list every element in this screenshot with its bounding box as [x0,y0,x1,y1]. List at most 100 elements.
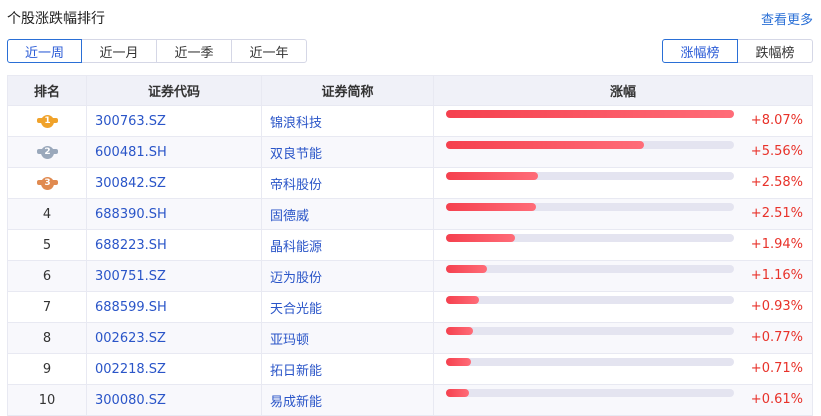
change-bar-fill [446,140,645,149]
rank-cell: 5 [7,229,87,261]
rank-number: 7 [42,299,52,315]
name-link[interactable]: 锦浪科技 [261,105,434,137]
code-link[interactable]: 688599.SH [86,291,262,323]
rank-cell: 4 [7,198,87,230]
change-bar-fill [446,295,480,304]
rank-number: 5 [42,237,52,253]
change-bar-fill [446,233,516,242]
change-cell: +2.58% [433,167,813,199]
change-cell: +0.93% [433,291,813,323]
tab-month[interactable]: 近一月 [81,39,157,63]
tab-losers[interactable]: 跌幅榜 [737,39,813,63]
change-bar-fill [446,326,474,335]
table-row[interactable]: 2 600481.SH 双良节能 +5.56% [7,136,813,168]
change-value: +0.71% [750,361,803,376]
board-tabs: 涨幅榜 跌幅榜 [662,39,813,63]
code-link[interactable]: 300751.SZ [86,260,262,292]
change-value: +0.93% [750,299,803,314]
change-bar [446,357,734,366]
change-cell: +1.94% [433,229,813,261]
change-value: +1.94% [750,237,803,252]
medal-icon: 3 [37,174,58,192]
table-row[interactable]: 6 300751.SZ 迈为股份 +1.16% [7,260,813,292]
name-link[interactable]: 迈为股份 [261,260,434,292]
panel-title: 个股涨跌幅排行 [7,11,105,27]
code-link[interactable]: 688390.SH [86,198,262,230]
code-link[interactable]: 688223.SH [86,229,262,261]
rank-number: 10 [38,392,56,408]
rank-number: 6 [42,268,52,284]
change-bar [446,326,734,335]
change-bar-fill [446,171,539,180]
medal-icon: 1 [37,112,58,130]
medal-icon: 2 [37,143,58,161]
rank-cell: 2 [7,136,87,168]
table-row[interactable]: 5 688223.SH 晶科能源 +1.94% [7,229,813,261]
change-value: +5.56% [750,144,803,159]
change-bar-fill [446,109,734,118]
table-row[interactable]: 7 688599.SH 天合光能 +0.93% [7,291,813,323]
tab-quarter[interactable]: 近一季 [156,39,232,63]
code-link[interactable]: 002623.SZ [86,322,262,354]
rank-cell: 8 [7,322,87,354]
table-row[interactable]: 3 300842.SZ 帝科股份 +2.58% [7,167,813,199]
period-tabs: 近一周 近一月 近一季 近一年 [7,39,307,63]
table-row[interactable]: 4 688390.SH 固德威 +2.51% [7,198,813,230]
code-link[interactable]: 600481.SH [86,136,262,168]
change-value: +0.61% [750,392,803,407]
change-bar [446,233,734,242]
rank-number: 9 [42,361,52,377]
change-bar [446,202,734,211]
change-bar-fill [446,202,536,211]
change-cell: +1.16% [433,260,813,292]
change-cell: +8.07% [433,105,813,137]
tab-gainers[interactable]: 涨幅榜 [662,39,738,63]
col-name: 证券简称 [261,75,434,106]
rank-cell: 9 [7,353,87,385]
table-row[interactable]: 1 300763.SZ 锦浪科技 +8.07% [7,105,813,137]
name-link[interactable]: 拓日新能 [261,353,434,385]
rank-cell: 10 [7,384,87,416]
table-row[interactable]: 9 002218.SZ 拓日新能 +0.71% [7,353,813,385]
change-cell: +0.71% [433,353,813,385]
name-link[interactable]: 双良节能 [261,136,434,168]
name-link[interactable]: 易成新能 [261,384,434,416]
change-value: +2.51% [750,206,803,221]
view-more-link[interactable]: 查看更多 [760,13,813,28]
change-bar-fill [446,357,472,366]
code-link[interactable]: 300842.SZ [86,167,262,199]
change-bar-fill [446,388,470,397]
change-bar [446,171,734,180]
change-cell: +2.51% [433,198,813,230]
code-link[interactable]: 002218.SZ [86,353,262,385]
change-value: +2.58% [750,175,803,190]
change-bar-fill [446,264,488,273]
rank-cell: 3 [7,167,87,199]
ranking-table: 排名 证券代码 证券简称 涨幅 1 300763.SZ 锦浪科技 +8.07% 2… [7,75,813,416]
change-bar [446,109,734,118]
rank-number: 4 [42,206,52,222]
col-rank: 排名 [7,75,87,106]
col-change: 涨幅 [433,75,813,106]
rank-cell: 1 [7,105,87,137]
tab-year[interactable]: 近一年 [231,39,307,63]
name-link[interactable]: 晶科能源 [261,229,434,261]
table-row[interactable]: 10 300080.SZ 易成新能 +0.61% [7,384,813,416]
name-link[interactable]: 帝科股份 [261,167,434,199]
rank-cell: 7 [7,291,87,323]
change-bar [446,388,734,397]
change-value: +8.07% [750,113,803,128]
code-link[interactable]: 300080.SZ [86,384,262,416]
change-bar [446,140,734,149]
name-link[interactable]: 亚玛顿 [261,322,434,354]
code-link[interactable]: 300763.SZ [86,105,262,137]
name-link[interactable]: 固德威 [261,198,434,230]
name-link[interactable]: 天合光能 [261,291,434,323]
rank-cell: 6 [7,260,87,292]
change-cell: +0.61% [433,384,813,416]
rank-number: 8 [42,330,52,346]
change-bar [446,295,734,304]
tab-week[interactable]: 近一周 [7,39,82,63]
table-row[interactable]: 8 002623.SZ 亚玛顿 +0.77% [7,322,813,354]
change-cell: +0.77% [433,322,813,354]
